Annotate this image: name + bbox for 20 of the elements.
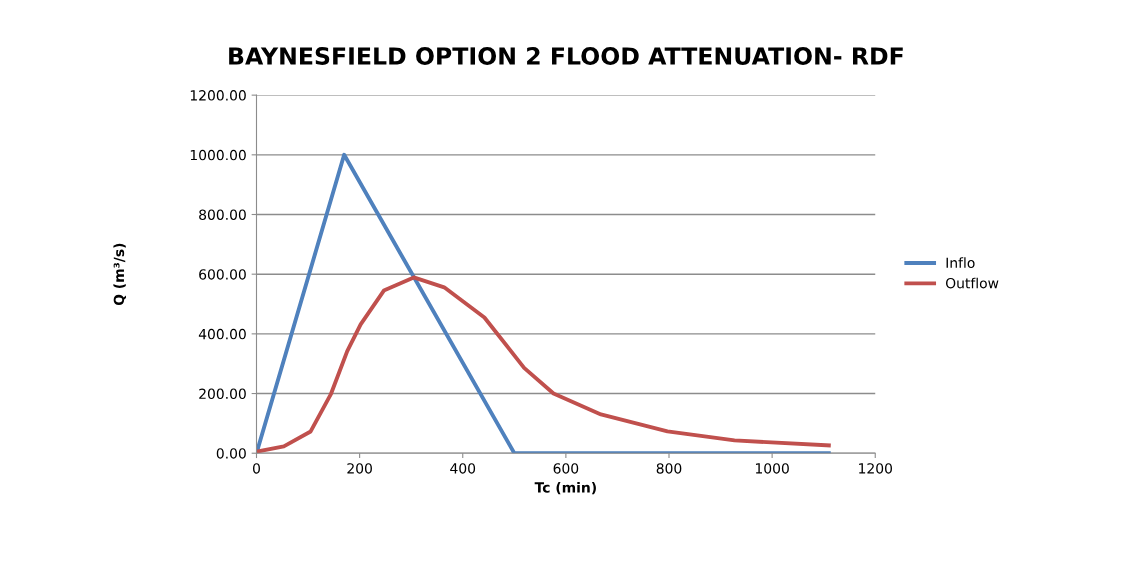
x-tick-label: 1000 [755, 463, 789, 474]
y-tick-label: 1200.00 [190, 90, 246, 101]
y-tick-label: 200.00 [199, 388, 246, 400]
chart-title: BAYNESFIELD OPTION 2 FLOOD ATTENUATION- RDF [229, 47, 903, 65]
x-tick-label: 800 [656, 463, 682, 474]
y-tick-label: 400.00 [198, 328, 246, 340]
y-tick-label: 0.00 [216, 448, 246, 459]
x-tick-label: 0 [253, 463, 260, 474]
legend-label: Outflow [945, 277, 999, 289]
x-tick-label: 1200 [859, 463, 892, 474]
y-tick-label: 1000.00 [190, 149, 246, 161]
y-axis-title: Q (m³/s) [113, 243, 126, 306]
x-axis-title: Tc (min) [534, 481, 596, 495]
line-series [256, 275, 831, 454]
legend-label: Inflo [946, 257, 975, 269]
y-tick-label: 800.00 [199, 209, 246, 220]
x-tick-label: 600 [553, 463, 579, 474]
x-tick-label: 400 [450, 463, 476, 474]
y-tick-label: 600.00 [199, 269, 246, 280]
x-tick-label: 200 [347, 463, 372, 474]
